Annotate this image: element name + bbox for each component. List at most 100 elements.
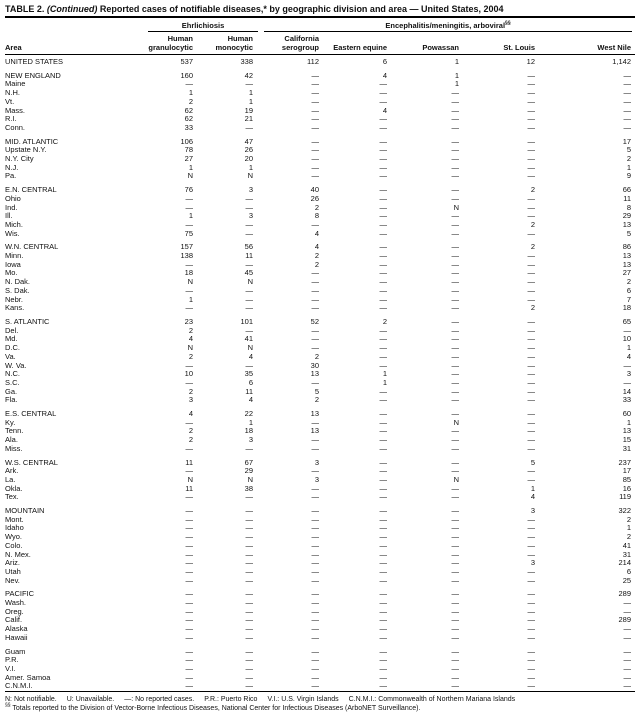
value-cell: —: [527, 79, 536, 89]
area-cell: Ill.: [5, 212, 13, 221]
value-cell: —: [451, 285, 460, 295]
value-cell: 38: [244, 483, 254, 493]
value-cell: 29: [622, 211, 632, 221]
value-cell: —: [245, 514, 254, 524]
value-cell: —: [527, 598, 536, 608]
value-cell: 11: [245, 386, 254, 396]
value-cell: —: [527, 681, 536, 691]
value-cell: —: [451, 549, 460, 559]
value-cell: —: [311, 606, 320, 616]
value-cell: —: [245, 193, 254, 203]
value-cell: —: [527, 285, 536, 295]
value-cell: —: [311, 377, 320, 387]
value-cell: 1: [626, 417, 632, 427]
value-cell: —: [185, 523, 194, 533]
value-cell: —: [451, 369, 460, 379]
value-cell: 4: [382, 70, 388, 80]
value-cell: —: [623, 360, 632, 370]
table-row: Va. 2 4 2 — — — 4: [5, 351, 635, 362]
value-cell: —: [311, 632, 320, 642]
value-cell: 16: [622, 483, 632, 493]
value-cell: 6: [626, 285, 632, 295]
value-cell: 160: [180, 70, 193, 80]
value-cell: —: [311, 646, 320, 656]
table-body: UNITED STATES 537 338 112 6 1 12 1,142 NEW ENGLA…: [5, 55, 635, 692]
value-cell: —: [379, 122, 388, 132]
value-cell: —: [623, 664, 632, 673]
value-cell: 13: [310, 426, 320, 436]
value-cell: —: [527, 664, 536, 673]
value-cell: 10: [184, 369, 193, 379]
value-cell: —: [623, 632, 632, 642]
value-cell: 13: [310, 369, 320, 379]
table-row: Idaho — — — — — — 1: [5, 524, 635, 533]
table-row: Ga. 2 11 5 — — — 14: [5, 386, 635, 397]
value-cell: N: [453, 474, 460, 484]
value-cell: —: [623, 70, 632, 80]
area-cell: E.N. CENTRAL: [5, 185, 57, 195]
value-cell: —: [527, 334, 536, 344]
value-cell: —: [451, 351, 460, 361]
value-cell: —: [245, 523, 254, 533]
area-cell: S. Dak.: [5, 286, 30, 295]
value-cell: —: [311, 154, 320, 164]
area-cell: Nebr.: [5, 295, 23, 304]
table-row: Mont. — — — — — — 2: [5, 514, 635, 525]
value-cell: —: [451, 334, 460, 344]
value-cell: —: [185, 79, 194, 89]
table-row: N. Dak. N N — — — — 2: [5, 277, 635, 287]
value-cell: —: [451, 575, 460, 585]
value-cell: —: [379, 443, 388, 453]
value-cell: —: [379, 219, 388, 229]
footnote-legend-item: V.I.: U.S. Virgin Islands: [267, 696, 339, 704]
value-cell: —: [451, 523, 460, 533]
value-cell: —: [379, 360, 388, 370]
value-cell: —: [245, 615, 254, 625]
table-row: Pa. N N — — — — 9: [5, 172, 635, 181]
value-cell: 86: [622, 242, 632, 252]
value-cell: 2: [188, 325, 193, 335]
value-cell: 14: [622, 386, 632, 396]
table-row: Utah — — — — — — 6: [5, 566, 635, 577]
value-cell: —: [311, 681, 320, 691]
area-cell: N.J.: [5, 163, 19, 172]
value-cell: 31: [622, 549, 632, 559]
value-cell: —: [379, 251, 388, 261]
value-cell: —: [245, 259, 254, 269]
col-header-human-monocytic: Human monocytic: [201, 32, 262, 55]
col-header-powassan: Powassan: [395, 32, 468, 55]
value-cell: —: [245, 325, 254, 335]
table-row: UNITED STATES 537 338 112 6 1 12 1,142: [5, 55, 635, 67]
table-row: E.S. CENTRAL 4 22 13 — — — 60: [5, 405, 635, 419]
value-cell: —: [245, 575, 254, 585]
value-cell: —: [451, 162, 460, 172]
value-cell: N: [247, 277, 254, 287]
value-cell: —: [379, 483, 388, 493]
value-cell: 1: [454, 79, 460, 89]
value-cell: —: [311, 114, 320, 124]
value-cell: 20: [244, 154, 254, 164]
value-cell: —: [245, 549, 254, 559]
value-cell: 1: [188, 162, 193, 172]
value-cell: —: [379, 632, 388, 642]
value-cell: —: [185, 506, 194, 516]
value-cell: —: [527, 386, 536, 396]
value-cell: —: [311, 145, 320, 155]
area-cell: Tenn.: [5, 427, 24, 436]
value-cell: 157: [180, 242, 193, 252]
value-cell: —: [379, 343, 388, 353]
value-cell: 13: [622, 259, 632, 269]
value-cell: N: [187, 474, 193, 484]
value-cell: —: [379, 566, 388, 576]
area-cell: Va.: [5, 352, 16, 361]
value-cell: —: [451, 506, 460, 516]
value-cell: N: [453, 417, 460, 427]
value-cell: 289: [618, 589, 632, 599]
value-cell: 4: [530, 492, 536, 502]
value-cell: 29: [244, 466, 254, 476]
value-cell: 13: [622, 219, 632, 229]
value-cell: 2: [188, 435, 193, 445]
table-row: S.C. — 6 — 1 — — —: [5, 377, 635, 388]
value-cell: —: [527, 259, 536, 269]
area-cell: Ky.: [5, 418, 16, 427]
